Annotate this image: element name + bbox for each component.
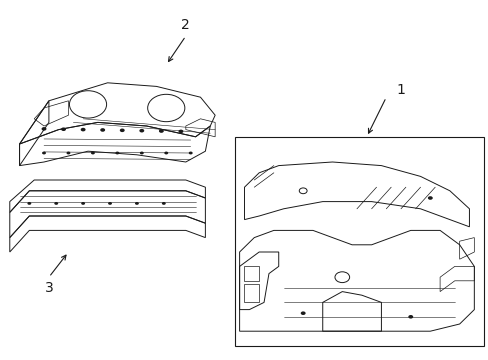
Circle shape <box>100 128 105 132</box>
Circle shape <box>120 129 124 132</box>
Circle shape <box>164 152 168 154</box>
Circle shape <box>139 129 144 132</box>
Circle shape <box>54 202 58 205</box>
Bar <box>234 137 483 346</box>
Circle shape <box>178 130 183 133</box>
Text: 1: 1 <box>396 83 405 97</box>
Circle shape <box>427 196 432 200</box>
Circle shape <box>61 127 66 131</box>
Text: 3: 3 <box>44 281 53 295</box>
Circle shape <box>27 202 31 205</box>
Circle shape <box>115 152 119 154</box>
Text: 2: 2 <box>181 18 190 32</box>
Circle shape <box>159 129 163 133</box>
Circle shape <box>91 152 95 154</box>
Circle shape <box>66 152 70 154</box>
Circle shape <box>42 152 46 154</box>
Circle shape <box>135 202 139 205</box>
Bar <box>244 284 259 302</box>
Circle shape <box>81 202 85 205</box>
Bar <box>244 266 259 281</box>
Circle shape <box>140 152 143 154</box>
Circle shape <box>188 152 192 154</box>
Circle shape <box>108 202 112 205</box>
Circle shape <box>162 202 165 205</box>
Circle shape <box>41 127 46 131</box>
Circle shape <box>81 128 85 131</box>
Circle shape <box>407 315 412 319</box>
Circle shape <box>300 311 305 315</box>
